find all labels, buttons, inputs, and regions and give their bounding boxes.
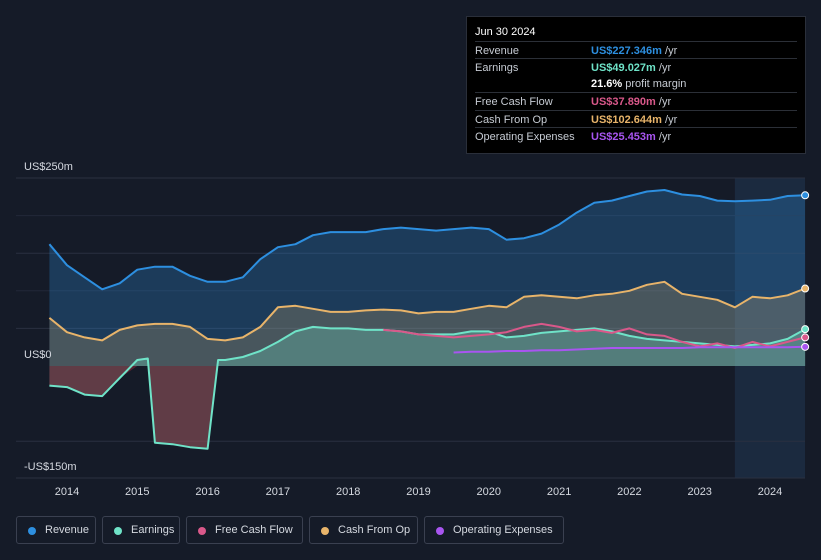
x-tick-label: 2014 — [55, 486, 79, 498]
x-tick-label: 2019 — [406, 486, 430, 498]
x-tick-label: 2022 — [617, 486, 641, 498]
legend-label: Revenue — [45, 524, 90, 536]
x-tick-label: 2024 — [758, 486, 782, 498]
tooltip-row: Cash From Op US$102.644m /yr — [475, 110, 797, 128]
tooltip-row-value: 21.6% profit margin — [591, 78, 687, 90]
cash-from-op-line — [48, 280, 806, 342]
tooltip-row: Earnings US$49.027m /yr — [475, 58, 797, 76]
legend-label: Earnings — [131, 524, 175, 536]
revenue-area — [49, 190, 806, 366]
x-tick-label: 2020 — [477, 486, 501, 498]
cfo-dot-icon — [321, 527, 329, 535]
earnings-area — [49, 326, 806, 449]
free-cash-flow-end-marker — [801, 333, 810, 342]
series-layer — [48, 189, 810, 450]
revenue-dot-icon — [28, 527, 36, 535]
opex-dot-icon — [436, 527, 444, 535]
legend-label: Cash From Op — [338, 524, 411, 536]
axis-layer: US$250m US$0 -US$150m 2014 2015 2016 2017 2018 2… — [24, 161, 782, 498]
cash-from-op-area — [49, 281, 806, 366]
x-tick-label: 2018 — [336, 486, 360, 498]
legend-label: Free Cash Flow — [215, 524, 293, 536]
x-tick-label: 2016 — [195, 486, 219, 498]
tooltip-row: Operating Expenses US$25.453m /yr — [475, 127, 797, 145]
cash-from-op-end-marker — [801, 284, 810, 293]
earnings-end-marker — [801, 325, 810, 334]
tooltip-row-value: US$49.027m /yr — [591, 62, 672, 74]
x-tick-label: 2023 — [687, 486, 711, 498]
revenue-line — [48, 189, 806, 291]
tooltip-date: Jun 30 2024 — [475, 26, 536, 38]
x-tick-label: 2015 — [125, 486, 149, 498]
tooltip-row-label: Cash From Op — [475, 114, 548, 126]
revenue-end-marker — [801, 191, 810, 200]
background-layer — [16, 177, 805, 479]
tooltip-row-label: Free Cash Flow — [475, 96, 553, 108]
x-tick-label: 2017 — [266, 486, 290, 498]
operating-expenses-end-marker — [801, 342, 810, 351]
tooltip-row-label: Revenue — [475, 45, 520, 57]
tooltip-row-value: US$25.453m /yr — [591, 131, 672, 143]
tooltip-row-label: Operating Expenses — [475, 131, 575, 143]
x-tick-label: 2021 — [547, 486, 571, 498]
legend-item-cash-from-op[interactable]: Cash From Op — [309, 516, 418, 544]
tooltip-row-value: US$37.890m /yr — [591, 96, 672, 108]
operating-expenses-line — [453, 345, 806, 354]
tooltip-panel: Jun 30 2024 Revenue US$227.346m /yr Earnin… — [466, 16, 806, 154]
tooltip-row: Revenue US$227.346m /yr — [475, 41, 797, 59]
tooltip-row-value: US$227.346m /yr — [591, 45, 678, 57]
y-tick-label: -US$150m — [24, 461, 77, 473]
chart-canvas: US$250m US$0 -US$150m 2014 2015 2016 2017 2018 2… — [16, 161, 810, 498]
legend-item-earnings[interactable]: Earnings — [102, 516, 180, 544]
y-tick-label: US$250m — [24, 161, 73, 173]
earnings-negative-area — [49, 366, 806, 449]
tooltip-row-label: Earnings — [475, 62, 519, 74]
tooltip-row: 21.6% profit margin — [475, 75, 797, 92]
fcf-dot-icon — [198, 527, 206, 535]
tooltip-row: Free Cash Flow US$37.890m /yr — [475, 92, 797, 110]
earnings-dot-icon — [114, 527, 122, 535]
legend-label: Operating Expenses — [453, 524, 553, 536]
legend-item-revenue[interactable]: Revenue — [16, 516, 96, 544]
y-tick-label: US$0 — [24, 349, 52, 361]
legend-item-free-cash-flow[interactable]: Free Cash Flow — [186, 516, 303, 544]
tooltip-row-value: US$102.644m /yr — [591, 114, 678, 126]
legend-item-operating-expenses[interactable]: Operating Expenses — [424, 516, 564, 544]
